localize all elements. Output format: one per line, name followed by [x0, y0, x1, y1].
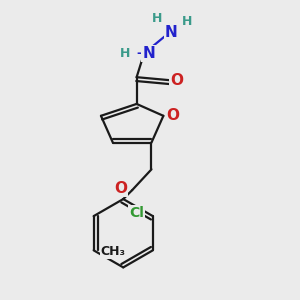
Text: N: N — [164, 25, 177, 40]
Text: O: O — [170, 73, 183, 88]
Text: CH₃: CH₃ — [100, 245, 125, 258]
Text: O: O — [114, 181, 127, 196]
Text: N: N — [142, 46, 155, 61]
Text: H: H — [119, 47, 130, 60]
Text: –: – — [136, 47, 143, 60]
Text: Cl: Cl — [129, 206, 144, 220]
Text: O: O — [166, 108, 179, 123]
Text: H: H — [152, 12, 163, 25]
Text: H: H — [182, 15, 192, 28]
